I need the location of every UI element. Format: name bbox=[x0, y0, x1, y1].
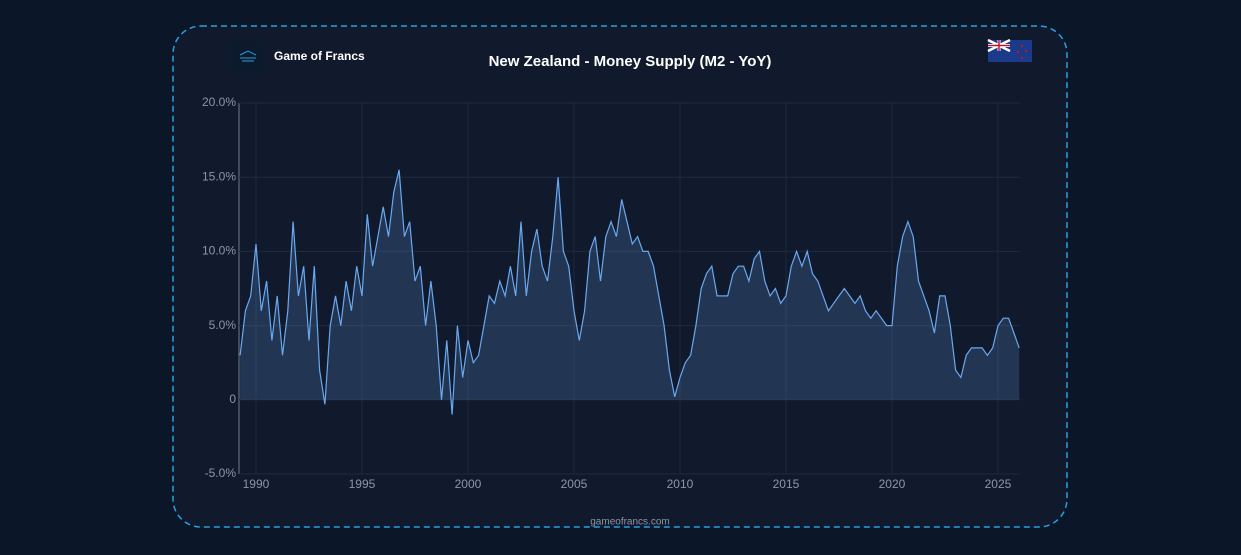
flag bbox=[987, 38, 1032, 62]
chart-title: New Zealand - Money Supply (M2 - YoY) bbox=[489, 53, 772, 70]
y-tick-label: 10.0% bbox=[202, 244, 236, 258]
logo bbox=[232, 41, 263, 72]
x-tick-label: 1995 bbox=[349, 477, 376, 491]
x-tick-label: 2010 bbox=[667, 477, 694, 491]
brand: Game of Francs bbox=[274, 49, 365, 63]
x-tick-label: 2015 bbox=[773, 477, 800, 491]
logo-icon bbox=[239, 50, 257, 62]
y-tick-label: -5.0% bbox=[205, 466, 237, 480]
y-tick-label: 5.0% bbox=[209, 318, 237, 332]
footer: gameofrancs.com bbox=[590, 517, 669, 528]
y-tick-label: 0 bbox=[229, 392, 236, 406]
card bbox=[172, 25, 1068, 528]
x-tick-label: 2005 bbox=[561, 477, 588, 491]
x-tick-label: 2020 bbox=[879, 477, 906, 491]
x-tick-label: 1990 bbox=[243, 477, 270, 491]
x-tick-label: 2000 bbox=[455, 477, 482, 491]
y-tick-label: 20.0% bbox=[202, 95, 236, 109]
y-tick-label: 15.0% bbox=[202, 169, 236, 183]
x-tick-label: 2025 bbox=[985, 477, 1012, 491]
line bbox=[239, 169, 1020, 415]
area bbox=[240, 169, 1020, 415]
